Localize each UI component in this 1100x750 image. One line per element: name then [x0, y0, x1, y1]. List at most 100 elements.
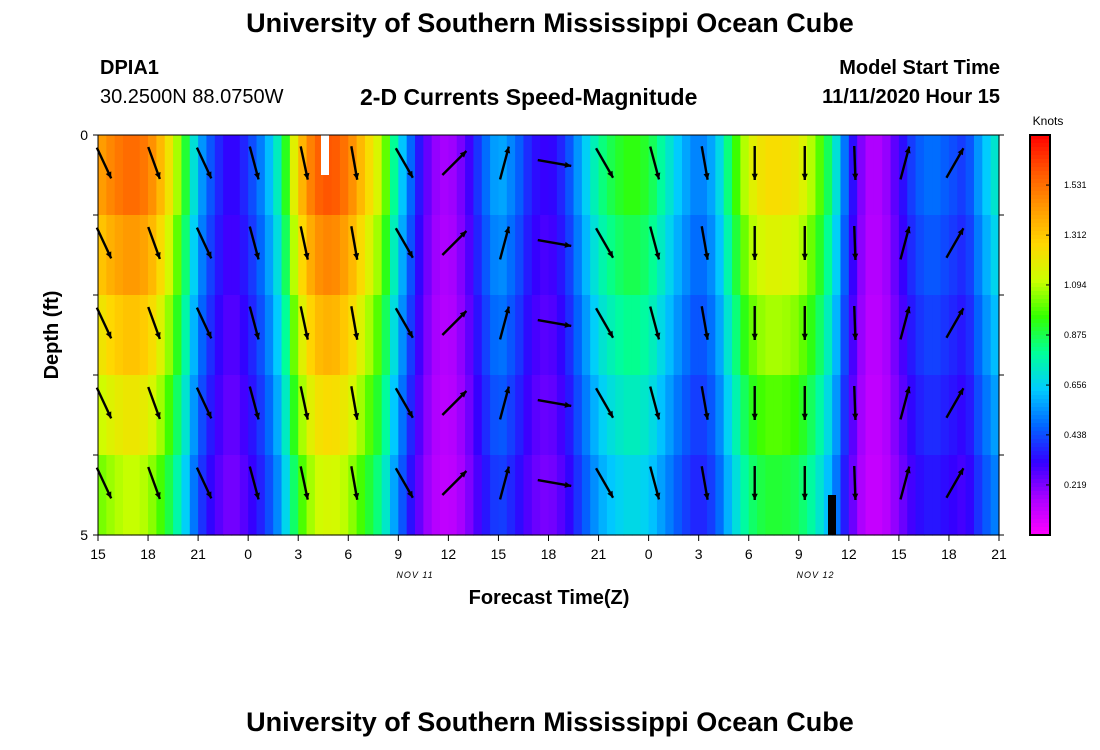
heatmap-cell: [665, 375, 675, 456]
heatmap-cell: [581, 135, 591, 216]
current-vector-head: [105, 331, 112, 339]
heatmap-cell: [656, 375, 666, 456]
heatmap-cell: [339, 135, 349, 216]
heatmap-cell: [381, 455, 391, 536]
heatmap-cell: [239, 295, 249, 376]
heatmap-cell: [732, 295, 741, 376]
heatmap-cell: [515, 295, 525, 376]
heatmap-cell: [865, 375, 875, 456]
heatmap-cell: [615, 135, 625, 216]
heatmap-cell: [164, 215, 174, 296]
heatmap-cell: [690, 375, 700, 456]
heatmap-cell: [198, 135, 208, 216]
heatmap-cell: [423, 215, 433, 296]
heatmap-cell: [556, 455, 566, 536]
heatmap-cell: [448, 295, 458, 376]
heatmap-cell: [615, 295, 625, 376]
heatmap-cell: [448, 375, 458, 456]
heatmap-cell: [148, 215, 157, 296]
heatmap-cell: [832, 455, 842, 536]
heatmap-cell: [114, 295, 124, 376]
heatmap-cell: [631, 215, 641, 296]
heatmap-cell: [348, 215, 358, 296]
colorbar-segment: [1030, 435, 1050, 440]
heatmap-cell: [723, 135, 733, 216]
heatmap-cell: [923, 455, 933, 536]
heatmap-cell: [465, 455, 475, 536]
heatmap-cell: [832, 135, 842, 216]
heatmap-cell: [339, 295, 349, 376]
colorbar-segment: [1030, 191, 1050, 196]
heatmap-cell: [732, 375, 741, 456]
heatmap-cell: [898, 455, 908, 536]
heatmap-cell: [248, 375, 258, 456]
current-vector-head: [253, 332, 260, 340]
current-vector-head: [564, 241, 572, 248]
current-vector-head: [703, 493, 710, 500]
heatmap-cell: [98, 215, 107, 296]
x-tick-label: 15: [491, 546, 507, 562]
colorbar-segment: [1030, 439, 1050, 444]
heatmap-cell: [832, 375, 842, 456]
heatmap-cell: [823, 215, 833, 296]
heatmap-cell: [757, 215, 766, 296]
colorbar-segment: [1030, 143, 1050, 148]
colorbar-segment: [1030, 235, 1050, 240]
heatmap-cell: [431, 455, 441, 536]
heatmap-cell: [223, 215, 233, 296]
heatmap-cell: [757, 295, 766, 376]
heatmap-cell: [740, 455, 750, 536]
heatmap-cell: [214, 455, 224, 536]
heatmap-cell: [231, 135, 241, 216]
y-axis-title: Depth (ft): [41, 291, 63, 380]
heatmap-cell: [289, 215, 299, 296]
colorbar-segment: [1030, 499, 1050, 504]
heatmap-cell: [415, 295, 424, 376]
heatmap-cell: [648, 295, 658, 376]
heatmap-cell: [948, 295, 958, 376]
current-vector-head: [459, 150, 467, 158]
heatmap-cell: [990, 375, 1000, 456]
heatmap-cell: [506, 455, 516, 536]
heatmap-cell: [681, 375, 691, 456]
x-tick-label: 0: [244, 546, 252, 562]
heatmap-cell: [815, 375, 825, 456]
colorbar-segment: [1030, 347, 1050, 352]
heatmap-cell: [990, 215, 1000, 296]
current-vector-head: [154, 252, 161, 259]
current-vector-head: [407, 410, 413, 418]
heatmap-cell: [473, 135, 483, 216]
colorbar-segment: [1030, 239, 1050, 244]
heatmap-cell: [173, 215, 183, 296]
colorbar-segment: [1030, 155, 1050, 160]
colorbar-segment: [1030, 395, 1050, 400]
heatmap-cell: [248, 135, 258, 216]
x-tick-label: 6: [745, 546, 753, 562]
heatmap-cell: [773, 135, 783, 216]
current-vector-head: [353, 173, 360, 180]
heatmap-cell: [431, 215, 441, 296]
heatmap-cell: [498, 215, 508, 296]
colorbar-segment: [1030, 151, 1050, 156]
current-vector-head: [205, 331, 212, 339]
current-vector-head: [564, 321, 572, 328]
heatmap-cell: [281, 375, 291, 456]
colorbar-segment: [1030, 135, 1050, 140]
heatmap-cell: [523, 455, 533, 536]
heatmap-cell: [615, 375, 625, 456]
heatmap-cell: [915, 215, 925, 296]
heatmap-cell: [882, 455, 892, 536]
heatmap-cell: [289, 375, 299, 456]
heatmap-cell: [164, 375, 174, 456]
colorbar-segment: [1030, 159, 1050, 164]
colorbar-segment: [1030, 339, 1050, 344]
heatmap-cell: [264, 455, 274, 536]
heatmap-cell: [273, 215, 283, 296]
heatmap-cell: [690, 135, 700, 216]
heatmap-cell: [481, 455, 491, 536]
heatmap-cell: [256, 215, 266, 296]
colorbar-segment: [1030, 179, 1050, 184]
heatmap-cell: [540, 215, 550, 296]
current-vector-head: [205, 491, 212, 499]
heatmap-cell: [356, 455, 366, 536]
